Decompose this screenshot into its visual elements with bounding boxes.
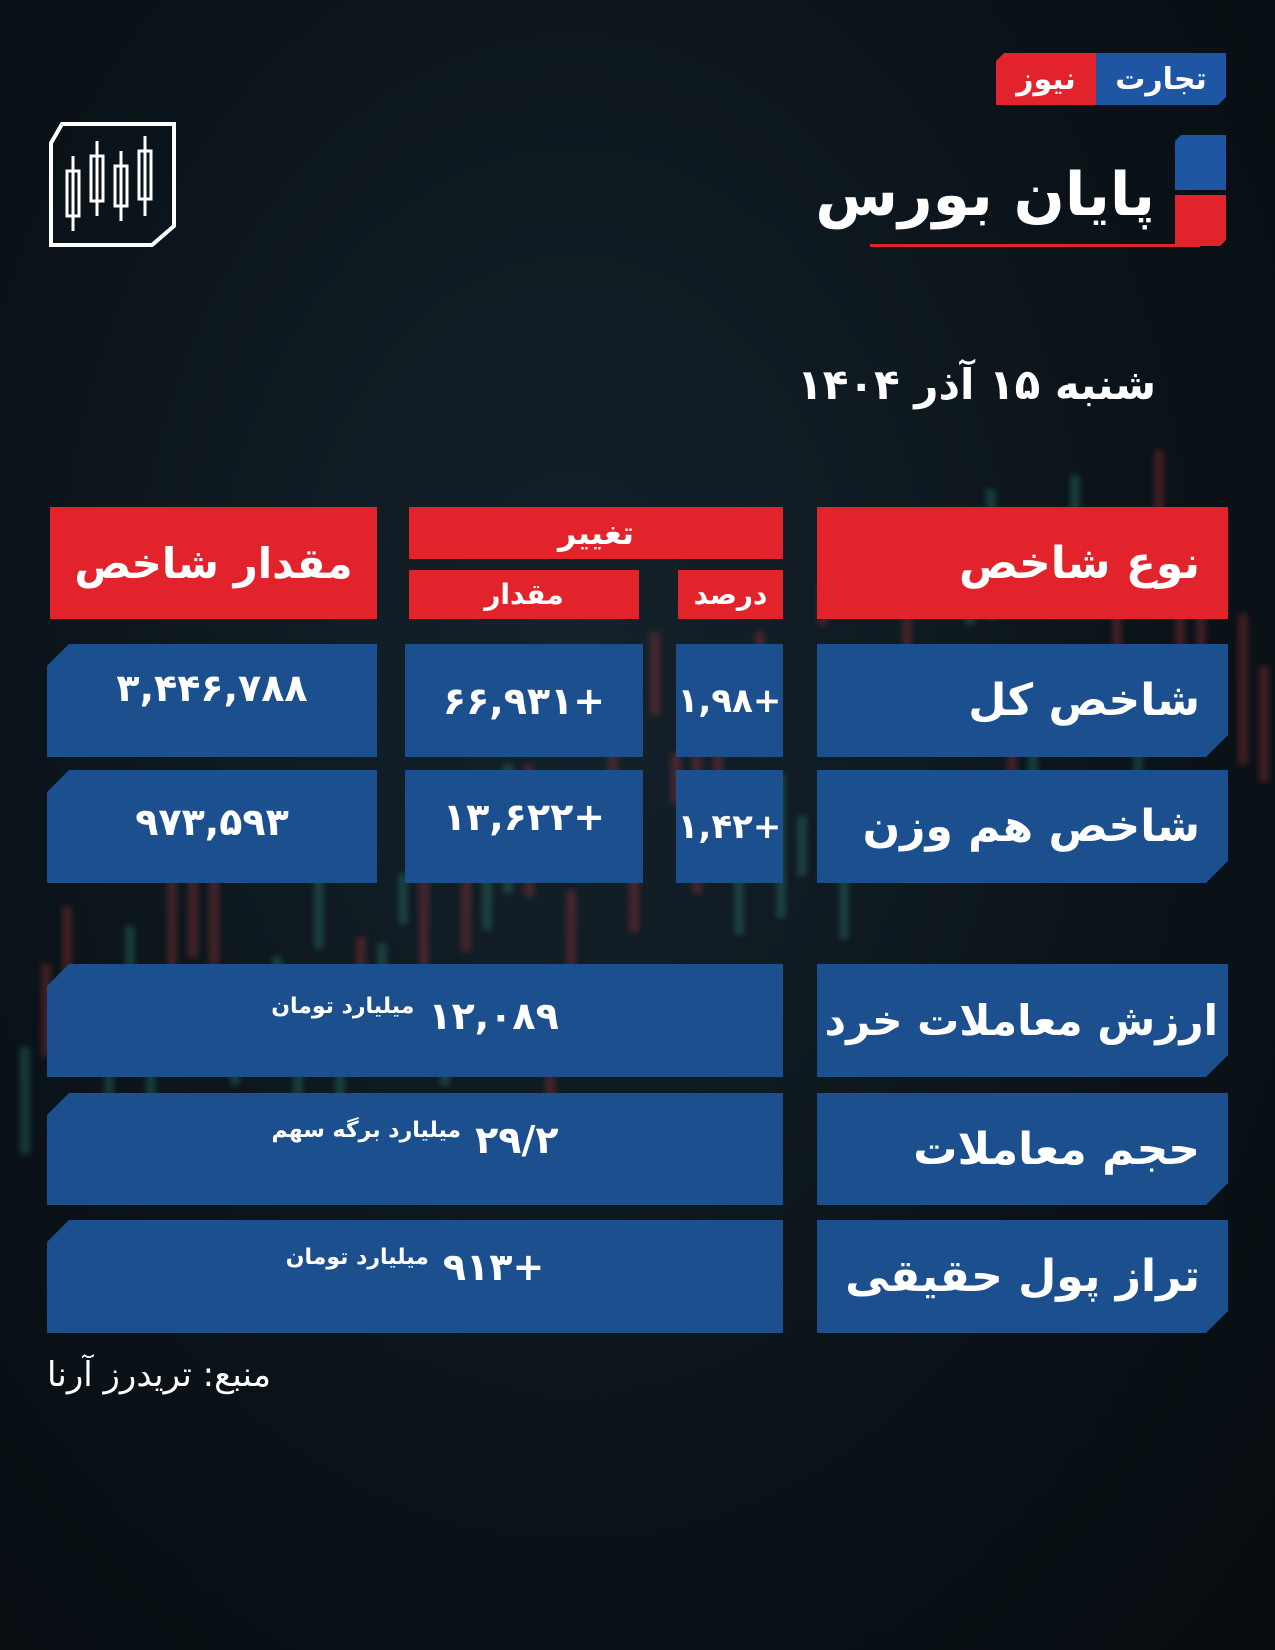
background-candle	[209, 875, 219, 967]
brand-logo: نیوز تجارت	[996, 53, 1226, 105]
background-candle	[20, 1047, 30, 1155]
background-candle	[419, 852, 429, 975]
stat-label: حجم معاملات	[817, 1093, 1228, 1205]
background-candle	[1259, 665, 1269, 783]
stat-value: ۱۲,۰۸۹	[428, 994, 559, 1038]
background-candle	[734, 862, 744, 935]
row-percent: +۱,۹۸	[676, 644, 783, 757]
background-candle	[1238, 614, 1248, 764]
row-name: شاخص هم وزن	[817, 770, 1228, 883]
date: شنبه ۱۵ آذر ۱۴۰۴	[797, 360, 1156, 409]
candlestick-chart-icon	[49, 122, 176, 247]
stat-label: تراز پول حقیقی	[817, 1220, 1228, 1333]
background-candle	[902, 591, 912, 667]
background-candle	[461, 859, 471, 953]
header-percent: درصد	[678, 570, 783, 619]
stat-value: ۲۹/۲	[475, 1118, 559, 1162]
row-value: ۳,۴۴۶,۷۸۸	[47, 644, 377, 757]
source-credit: منبع: تریدرز آرنا	[47, 1355, 271, 1395]
stat-label: ارزش معاملات خرد	[817, 964, 1228, 1077]
stat-value-box: +۹۱۳ میلیارد تومان	[47, 1220, 783, 1333]
background-candle	[1070, 474, 1080, 524]
logo-tejarat: تجارت	[1096, 53, 1226, 105]
stat-value: +۹۱۳	[442, 1245, 545, 1289]
background-candle	[650, 632, 660, 716]
background-candle	[797, 816, 807, 877]
row-amount: +۱۳,۶۲۲	[405, 770, 643, 883]
background-candle	[566, 890, 576, 1008]
title-red-block	[1175, 195, 1226, 246]
background-candle	[335, 1030, 345, 1127]
row-name: شاخص کل	[817, 644, 1228, 757]
stat-unit: میلیارد تومان	[271, 994, 415, 1019]
row-amount: +۶۶,۹۳۱	[405, 644, 643, 757]
logo-news: نیوز	[996, 53, 1096, 105]
title-underline	[870, 244, 1200, 247]
header-index-value: مقدار شاخص	[50, 507, 377, 619]
background-candle	[104, 1061, 114, 1111]
background-candle	[629, 860, 639, 933]
background-candle	[188, 864, 198, 958]
stat-value-box: ۲۹/۲ میلیارد برگه سهم	[47, 1093, 783, 1205]
background-candle	[1175, 554, 1185, 704]
header-change: تغییر	[409, 507, 783, 559]
row-value: ۹۷۳,۵۹۳	[47, 770, 377, 883]
title-blue-block	[1175, 135, 1226, 190]
row-percent: +۱,۴۲	[676, 770, 783, 883]
background-candle	[482, 837, 492, 930]
stat-unit: میلیارد تومان	[285, 1245, 429, 1270]
stat-unit: میلیارد برگه سهم	[271, 1118, 462, 1143]
stat-value-box: ۱۲,۰۸۹ میلیارد تومان	[47, 964, 783, 1077]
background-candle	[167, 852, 177, 1005]
header-amount: مقدار	[409, 570, 639, 619]
background-candle	[398, 873, 408, 924]
page-title: پایان بورس	[815, 160, 1155, 230]
background-candle	[41, 964, 51, 1058]
header-index-type: نوع شاخص	[817, 507, 1228, 619]
